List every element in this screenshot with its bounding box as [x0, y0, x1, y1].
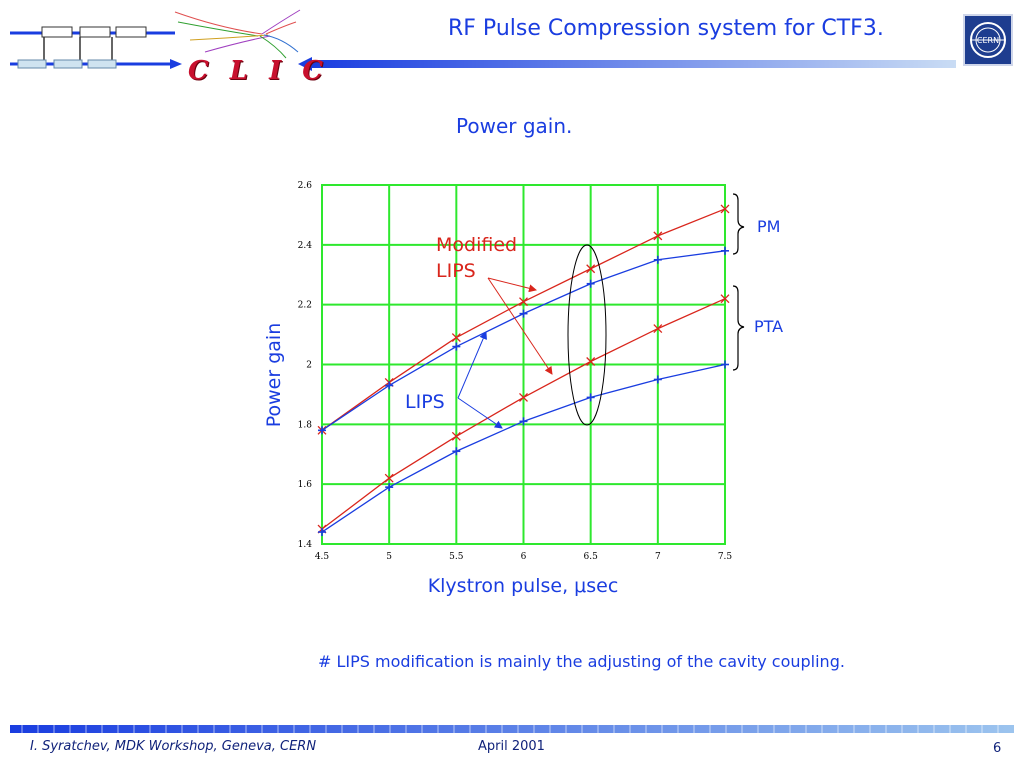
data-point — [318, 426, 326, 435]
chart-ticks: 4.5 5 5.5 6 6.5 7 7.5 1.4 1.6 1.8 2 2.2 2.4 2.6 — [298, 181, 733, 562]
cern-logo: CERN — [963, 14, 1013, 66]
y-axis-label: Power gain — [263, 323, 285, 428]
header-decoration — [10, 9, 956, 71]
clic-logo: C L I C — [188, 56, 329, 86]
data-point — [586, 264, 596, 274]
modified-lips-label-line1: Modified — [436, 234, 517, 256]
y-tick-label: 2.2 — [298, 301, 312, 311]
particle-tracks — [174, 9, 301, 59]
chart-subtitle: Power gain. — [456, 114, 573, 138]
data-point — [586, 393, 595, 402]
data-point — [519, 392, 528, 402]
data-point — [451, 431, 461, 441]
data-point — [653, 324, 663, 334]
x-axis-label: Klystron pulse, μsec — [428, 575, 619, 597]
data-point — [721, 246, 729, 255]
x-tick-label: 5 — [386, 552, 392, 562]
x-tick-label: 7 — [655, 552, 661, 562]
data-point — [519, 297, 528, 307]
pm-label: PM — [757, 217, 780, 236]
cern-logo-text: CERN — [977, 36, 999, 45]
lips-arrow-lower — [457, 397, 503, 429]
footer-rule — [10, 725, 1014, 733]
data-point — [385, 483, 394, 492]
x-tick-label: 4.5 — [315, 552, 330, 562]
data-point — [452, 342, 461, 351]
modified-lips-arrow-lower — [487, 277, 553, 375]
x-tick-label: 6 — [521, 552, 527, 562]
chart-grid — [321, 184, 726, 545]
slide-title: RF Pulse Compression system for CTF3. — [448, 16, 884, 41]
x-tick-label: 5.5 — [449, 552, 464, 562]
page-number: 6 — [993, 741, 1002, 756]
modified-lips-arrow-upper — [487, 277, 537, 293]
pta-label: PTA — [754, 317, 783, 336]
x-tick-label: 6.5 — [584, 552, 599, 562]
y-tick-label: 1.8 — [298, 420, 313, 430]
data-point — [519, 309, 528, 318]
beamline-diagram — [10, 26, 182, 69]
data-point — [653, 375, 662, 384]
y-tick-label: 1.6 — [298, 480, 313, 490]
footer-author: I. Syratchev, MDK Workshop, Geneva, CERN — [30, 739, 317, 754]
data-point — [720, 204, 730, 214]
footer-date: April 2001 — [478, 739, 545, 754]
y-tick-label: 1.4 — [298, 540, 313, 550]
data-point — [318, 528, 326, 537]
data-point — [586, 357, 596, 366]
data-point — [653, 255, 662, 264]
power-gain-chart: 4.5 5 5.5 6 6.5 7 7.5 1.4 1.6 1.8 2 2.2 2.4 2.6 Modif… — [263, 181, 783, 597]
data-point — [653, 231, 663, 241]
data-point — [721, 360, 729, 369]
data-point — [586, 279, 595, 288]
highlight-ellipse — [567, 244, 607, 426]
x-tick-label: 7.5 — [718, 552, 733, 562]
pm-brace — [732, 193, 745, 255]
y-tick-label: 2.6 — [298, 181, 313, 191]
modified-lips-label-line2: LIPS — [436, 260, 476, 282]
data-point — [720, 294, 730, 304]
data-point — [385, 381, 394, 390]
y-tick-label: 2.4 — [298, 241, 313, 251]
footnote: # LIPS modification is mainly the adjust… — [318, 652, 845, 671]
data-point — [384, 473, 394, 483]
lips-arrow-upper — [457, 331, 487, 399]
pta-brace — [732, 285, 745, 371]
data-point — [452, 447, 461, 456]
data-point — [451, 333, 461, 343]
header-rule — [312, 60, 956, 68]
lips-label: LIPS — [405, 391, 445, 413]
chart-series — [317, 204, 730, 537]
y-tick-label: 2 — [306, 361, 312, 371]
data-point — [519, 417, 528, 426]
